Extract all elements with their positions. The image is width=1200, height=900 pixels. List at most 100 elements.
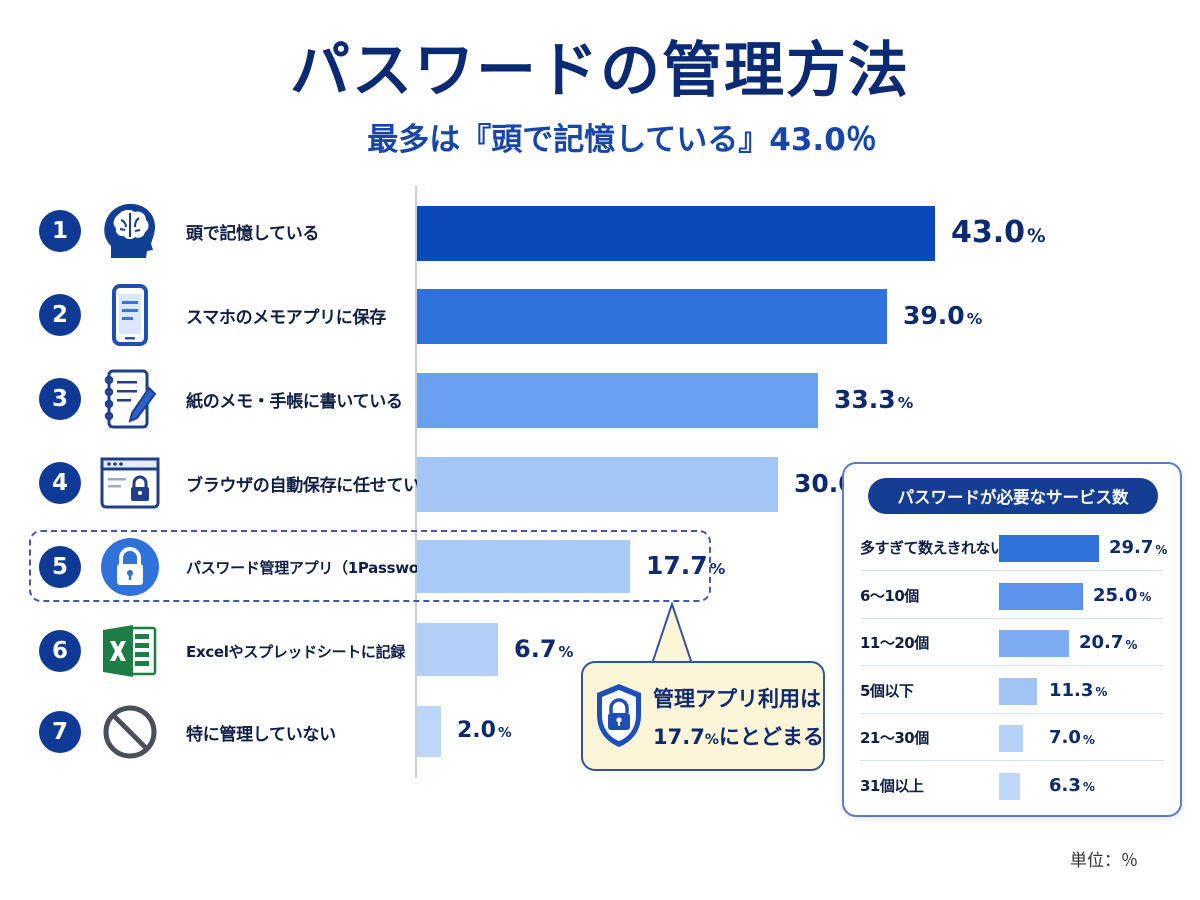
row-divider	[860, 760, 1164, 761]
services-category-label: 31個以上	[860, 776, 924, 795]
services-category-label: 11〜20個	[860, 634, 929, 652]
services-bar	[999, 677, 1037, 705]
services-value-label: 11.3%	[1049, 667, 1107, 714]
smartphone-icon	[99, 284, 161, 346]
unit-note: 単位：％	[1070, 851, 1138, 871]
callout-line-2: 17.7%にとどまる	[653, 721, 824, 751]
value-label: 2.0%	[457, 718, 512, 743]
bar-row-5: 5 パスワード管理アプリ（1Password等）	[0, 532, 1200, 602]
bar	[417, 706, 441, 757]
value-label: 39.0%	[903, 301, 982, 330]
services-bar	[999, 582, 1083, 610]
category-label: スマホのメモアプリに保存	[186, 307, 386, 328]
browser-lock-icon	[99, 452, 161, 514]
value-number: 17.7	[646, 551, 708, 580]
value-number: 6.7	[514, 634, 557, 663]
services-category-label: 多すぎて数えきれない	[860, 539, 1005, 557]
shield-lock-icon	[597, 684, 641, 747]
services-category-label: 21〜30個	[860, 729, 929, 747]
services-value-unit: %	[1095, 685, 1108, 699]
services-row: 31個以上 6.3%	[844, 762, 1180, 809]
services-row: 11〜20個 20.7%	[844, 619, 1180, 666]
services-value-unit: %	[1155, 542, 1168, 557]
highlight-frame-rank-5	[29, 530, 711, 602]
callout-tail: にとどまる	[718, 725, 824, 749]
rank-badge: 6	[39, 630, 81, 672]
category-label: パスワード管理アプリ（1Password等）	[186, 558, 466, 577]
services-row: 多すぎて数えきれない 29.7%	[844, 524, 1180, 571]
services-category-label: 5個以下	[860, 681, 914, 700]
value-label: 43.0%	[951, 215, 1046, 250]
services-value-unit: %	[1125, 637, 1138, 652]
value-unit: %	[1027, 225, 1046, 247]
callout-pointer	[651, 602, 693, 664]
services-value-unit: %	[1082, 780, 1095, 794]
rank-badge: 2	[39, 294, 81, 336]
services-value-number: 7.0	[1049, 727, 1081, 748]
services-row: 6〜10個 25.0%	[844, 572, 1180, 619]
value-number: 2.0	[457, 717, 496, 743]
callout-unit: %	[704, 732, 719, 748]
prohibited-icon	[99, 701, 161, 763]
bar	[417, 540, 630, 593]
bar	[417, 457, 778, 512]
bar-row-1: 1 頭で記憶している	[0, 196, 1200, 266]
lock-circle-icon	[99, 536, 161, 598]
bar-row-2: 2 スマホのメモアプリに保存	[0, 280, 1200, 350]
services-value-label: 6.3%	[1049, 762, 1095, 809]
category-label: 紙のメモ・手帳に書いている	[186, 391, 403, 412]
bar	[417, 623, 498, 676]
services-count-panel: パスワードが必要なサービス数 多すぎて数えきれない 29.7% 6〜10個 25.0%…	[842, 462, 1182, 817]
services-value-number: 25.0	[1093, 584, 1138, 606]
services-value-unit: %	[1139, 590, 1152, 604]
services-value-number: 20.7	[1079, 632, 1124, 653]
services-value-label: 20.7%	[1079, 619, 1137, 666]
services-value-unit: %	[1082, 732, 1095, 747]
row-divider	[860, 570, 1164, 571]
value-number: 39.0	[903, 301, 965, 330]
bar	[417, 289, 887, 344]
services-bar	[999, 725, 1023, 752]
excel-icon	[99, 620, 161, 682]
bar-row-3: 3 紙のメモ・手帳に書いている	[0, 364, 1200, 434]
bar-row-6: 6 Excelやスプレッドシートに記録	[0, 616, 1200, 686]
rank-badge: 7	[39, 711, 81, 753]
row-divider	[860, 712, 1164, 714]
services-bar	[999, 535, 1099, 562]
rank-badge: 4	[39, 462, 81, 504]
category-label: ブラウザの自動保存に任せている	[186, 475, 437, 496]
callout-box: 管理アプリ利用は 17.7%にとどまる	[581, 661, 825, 771]
services-bar	[999, 630, 1069, 657]
value-label: 17.7%	[646, 551, 725, 580]
bar-row-4: 4 ブラウザの自動保存に任せている	[0, 448, 1200, 518]
value-unit: %	[497, 724, 512, 741]
value-unit: %	[709, 560, 726, 578]
value-unit: %	[897, 394, 914, 412]
rank-badge: 1	[39, 210, 81, 252]
services-row: 21〜30個 7.0%	[844, 714, 1180, 761]
value-unit: %	[966, 310, 983, 328]
rank-badge: 3	[39, 378, 81, 420]
services-value-label: 29.7%	[1109, 524, 1167, 571]
row-divider	[860, 665, 1164, 666]
rank-badge: 5	[39, 546, 81, 588]
bar	[417, 206, 935, 261]
callout-line-1: 管理アプリ利用は	[653, 687, 821, 711]
brain-head-icon	[99, 200, 161, 262]
services-value-number: 11.3	[1049, 679, 1094, 701]
callout-value: 17.7	[653, 725, 705, 749]
value-label: 6.7%	[514, 635, 573, 663]
category-label: Excelやスプレッドシートに記録	[186, 642, 406, 661]
services-bar	[999, 772, 1020, 800]
panel-title: パスワードが必要なサービス数	[868, 478, 1158, 514]
bar-axis-line	[415, 186, 417, 778]
services-value-number: 29.7	[1109, 537, 1154, 558]
services-value-label: 25.0%	[1093, 572, 1151, 619]
services-row: 5個以下 11.3%	[844, 667, 1180, 714]
services-category-label: 6〜10個	[860, 586, 919, 605]
value-label: 33.3%	[834, 385, 913, 414]
services-value-label: 7.0%	[1049, 714, 1095, 761]
bar	[417, 373, 818, 428]
notebook-pen-icon	[99, 368, 161, 430]
category-label: 頭で記憶している	[186, 223, 320, 244]
